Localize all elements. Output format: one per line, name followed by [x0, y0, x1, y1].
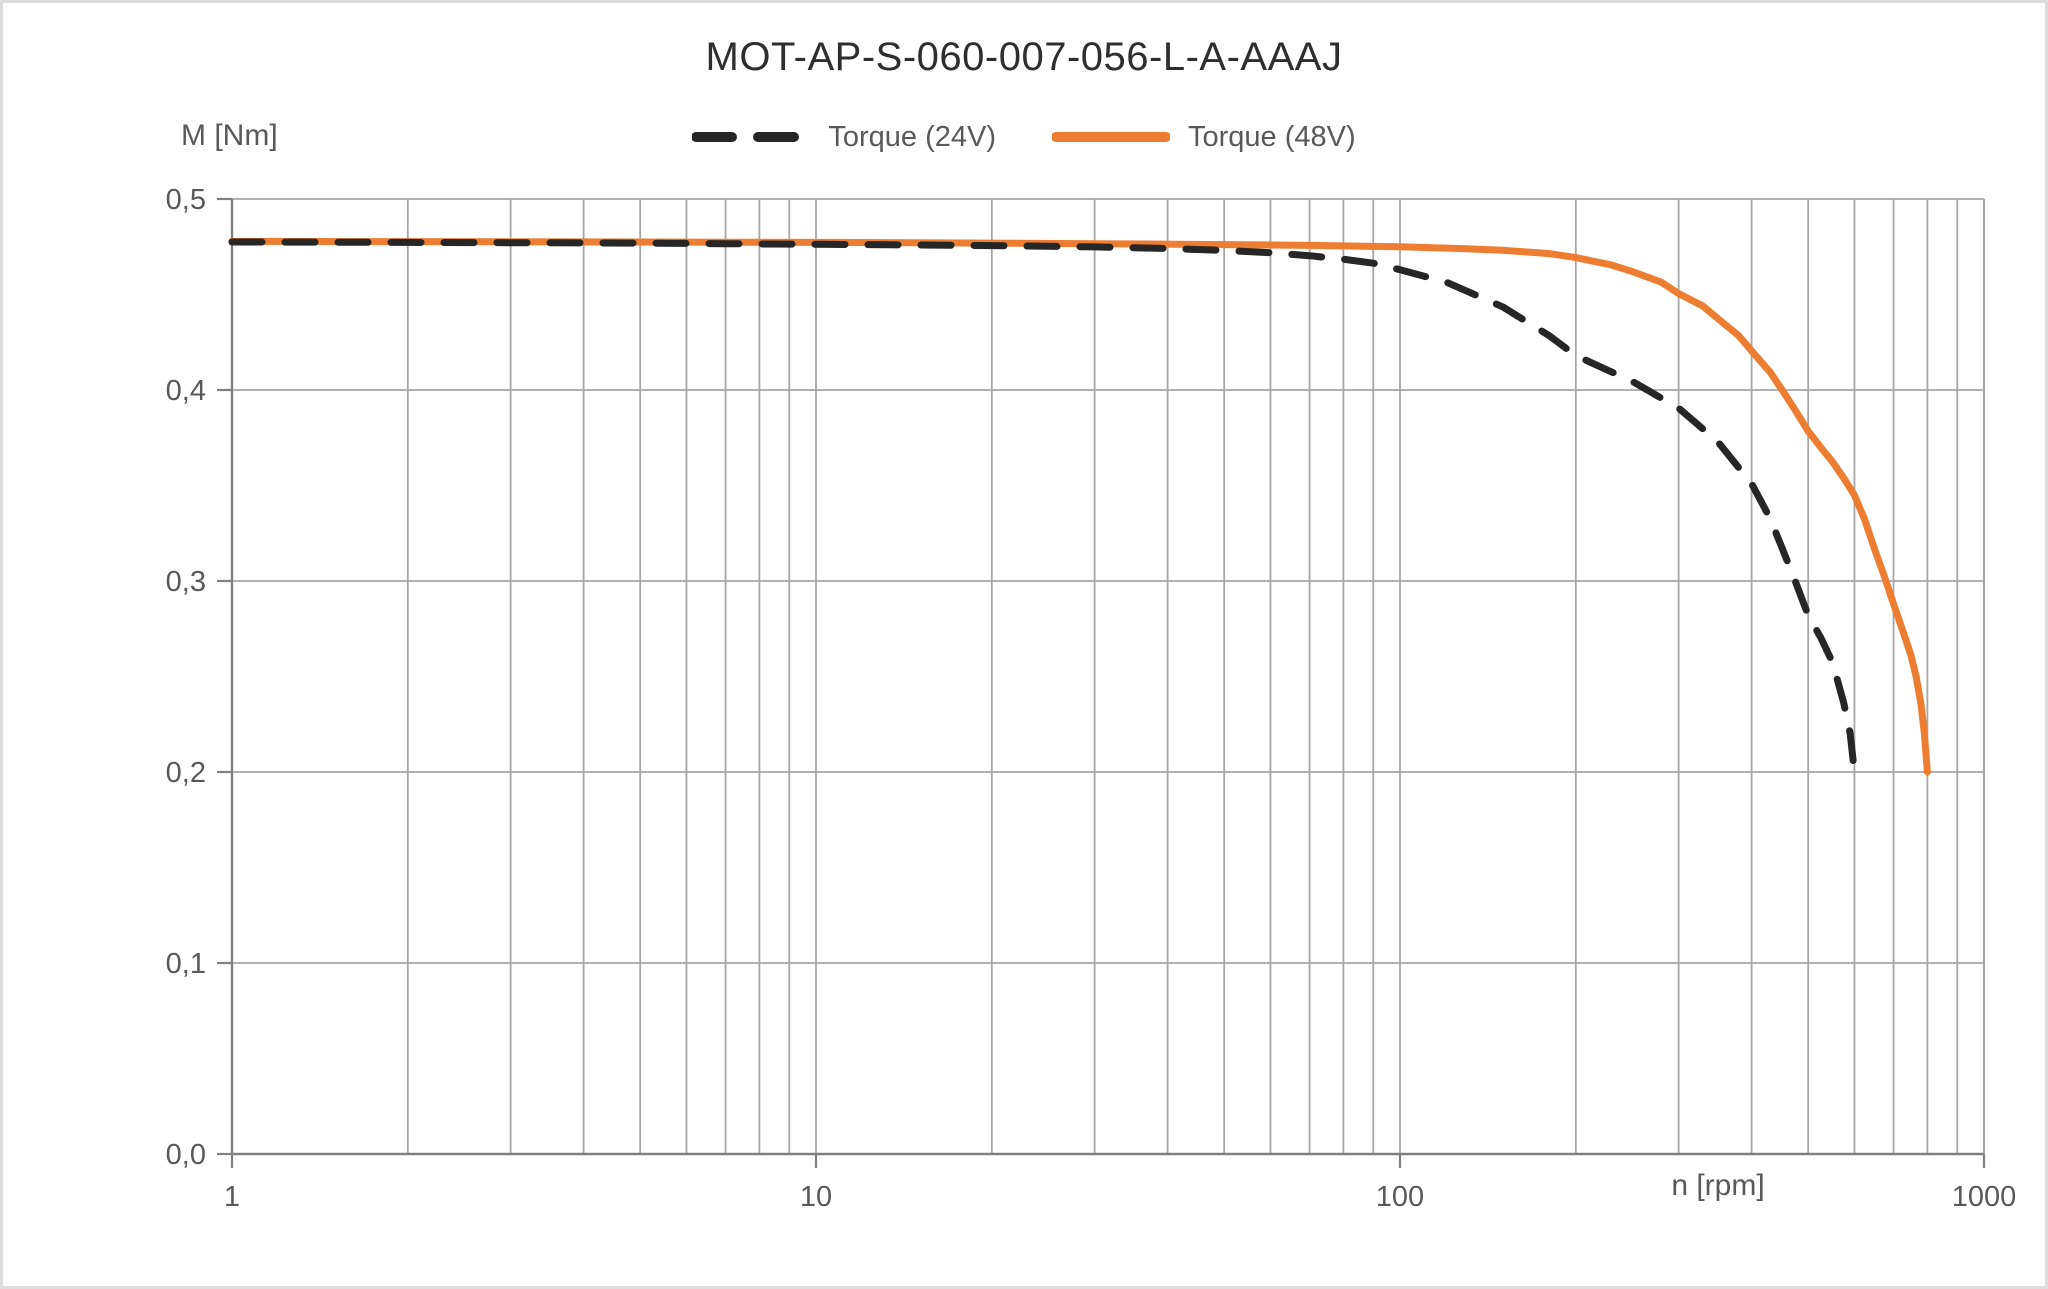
x-tick-label: 100 [1376, 1181, 1424, 1213]
x-tick-label: 1000 [1952, 1181, 2017, 1213]
legend: Torque (24V) Torque (48V) [3, 115, 2045, 159]
legend-swatch-torque-48v [1052, 132, 1170, 142]
y-tick-label: 0,3 [166, 566, 206, 598]
y-axis-title: M [Nm] [181, 119, 278, 152]
legend-item-torque-48v: Torque (48V) [1052, 121, 1356, 154]
chart-title: MOT-AP-S-060-007-056-L-A-AAAJ [705, 35, 1343, 79]
series-line-torque-24v [228, 238, 1858, 776]
y-tick-label: 0,2 [166, 757, 206, 789]
y-tick-label: 0,5 [166, 184, 206, 216]
legend-swatch-torque-24v [692, 132, 811, 142]
x-axis-title: n [rpm] [1671, 1169, 1765, 1202]
y-tick-label: 0,0 [166, 1139, 206, 1171]
x-tick-label: 1 [224, 1181, 240, 1213]
series-line-torque-48v [228, 237, 1931, 776]
legend-label-torque-48v: Torque (48V) [1188, 120, 1356, 153]
x-tick-label: 10 [800, 1181, 832, 1213]
plot-area: 0,0 0,1 0,2 0,3 0,4 0,5 1 10 100 1000 [166, 184, 2017, 1213]
y-tick-label: 0,1 [166, 948, 206, 980]
y-tick-label: 0,4 [166, 375, 206, 407]
legend-label-torque-24v: Torque (24V) [828, 120, 996, 153]
legend-item-torque-24v: Torque (24V) [692, 121, 996, 154]
